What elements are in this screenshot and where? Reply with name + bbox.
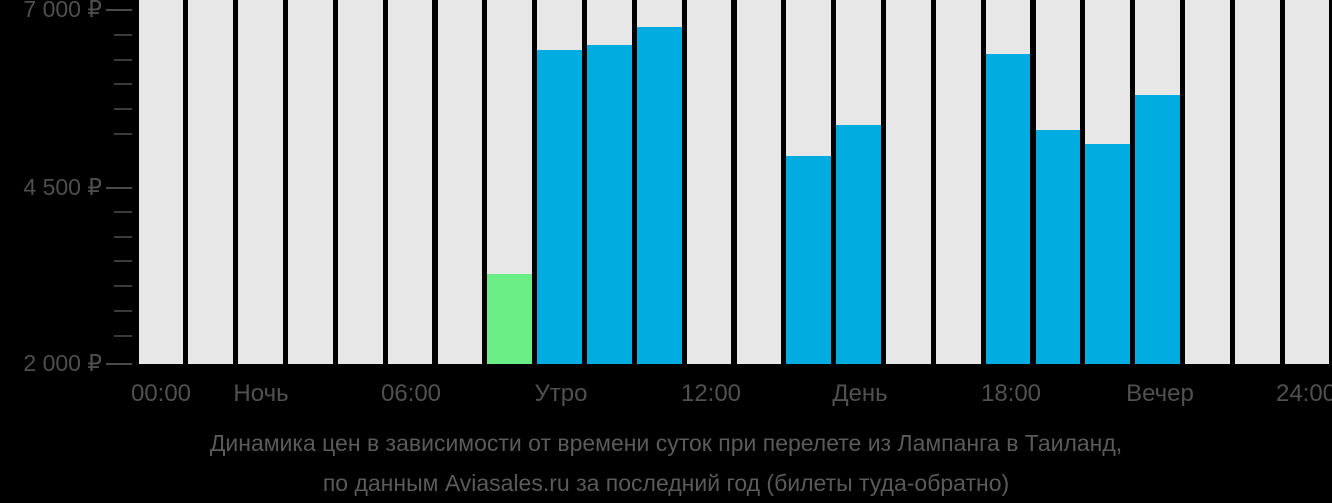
chart-column[interactable] xyxy=(1284,0,1330,364)
x-axis-label: 12:00 xyxy=(680,380,742,407)
y-axis-label: 2 000 ₽ xyxy=(23,350,102,376)
y-axis-minor-tick xyxy=(114,309,132,312)
x-axis-label: День xyxy=(832,380,888,407)
bar[interactable] xyxy=(1135,95,1180,364)
y-axis: 7 000 ₽ 4 500 ₽ 2 000 ₽ xyxy=(0,0,136,380)
bar[interactable] xyxy=(1035,130,1081,364)
y-axis-minor-tick xyxy=(114,235,132,238)
bar[interactable] xyxy=(985,54,1031,364)
y-axis-minor-tick xyxy=(114,210,132,213)
chart-column[interactable] xyxy=(337,0,383,364)
y-axis-major-tick xyxy=(106,363,132,365)
chart-column[interactable] xyxy=(587,0,632,364)
x-axis-label: 06:00 xyxy=(380,380,442,407)
chart-column[interactable] xyxy=(487,0,533,364)
chart-column[interactable] xyxy=(836,0,881,364)
chart-column[interactable] xyxy=(1035,0,1081,364)
chart-column[interactable] xyxy=(736,0,782,364)
x-axis-label: Утро xyxy=(534,380,588,407)
y-axis-major-tick xyxy=(106,187,132,189)
chart-column[interactable] xyxy=(138,0,184,364)
chart-column[interactable] xyxy=(437,0,483,364)
x-axis-label: Вечер xyxy=(1126,380,1194,407)
chart-column[interactable] xyxy=(387,0,433,364)
y-axis-major-tick xyxy=(106,9,132,11)
x-axis-label: 24:00 xyxy=(1275,380,1332,407)
bar[interactable] xyxy=(587,45,632,364)
y-axis-minor-tick xyxy=(114,285,132,288)
bar-cheapest[interactable] xyxy=(487,274,533,364)
y-axis-label: 4 500 ₽ xyxy=(23,174,102,200)
chart-column[interactable] xyxy=(686,0,732,364)
chart-column[interactable] xyxy=(636,0,682,364)
chart-column[interactable] xyxy=(786,0,832,364)
y-axis-minor-tick xyxy=(114,260,132,263)
chart-column[interactable] xyxy=(1135,0,1180,364)
bar[interactable] xyxy=(1085,144,1131,364)
chart-column[interactable] xyxy=(288,0,333,364)
y-axis-minor-tick xyxy=(114,132,132,135)
chart-column[interactable] xyxy=(886,0,931,364)
y-axis-minor-tick xyxy=(114,33,132,36)
y-axis-label: 7 000 ₽ xyxy=(23,0,102,22)
chart-column[interactable] xyxy=(537,0,582,364)
chart-column[interactable] xyxy=(238,0,283,364)
caption-line-1: Динамика цен в зависимости от времени су… xyxy=(209,430,1123,456)
bar[interactable] xyxy=(636,27,682,364)
x-axis-label: 00:00 xyxy=(130,380,192,407)
y-axis-minor-tick xyxy=(114,108,132,111)
caption-line-2: по данным Aviasales.ru за последний год … xyxy=(322,469,1010,496)
x-axis-label: Ночь xyxy=(233,380,289,407)
chart-plot-area xyxy=(136,0,1332,364)
y-axis-minor-tick xyxy=(114,58,132,61)
bar[interactable] xyxy=(836,125,881,364)
y-axis-minor-tick xyxy=(114,83,132,86)
bar[interactable] xyxy=(537,50,582,364)
chart-column[interactable] xyxy=(985,0,1031,364)
chart-column[interactable] xyxy=(1085,0,1131,364)
chart-column[interactable] xyxy=(1185,0,1230,364)
chart-column[interactable] xyxy=(188,0,234,364)
y-axis-minor-tick xyxy=(114,334,132,337)
x-axis-label: 18:00 xyxy=(980,380,1042,407)
bar[interactable] xyxy=(786,156,832,364)
chart-caption: Динамика цен в зависимости от времени су… xyxy=(0,424,1332,503)
chart-column[interactable] xyxy=(1234,0,1280,364)
chart-column[interactable] xyxy=(935,0,981,364)
x-axis: 00:00 Ночь 06:00 Утро 12:00 День 18:00 Вечер 24:… xyxy=(0,380,1332,414)
